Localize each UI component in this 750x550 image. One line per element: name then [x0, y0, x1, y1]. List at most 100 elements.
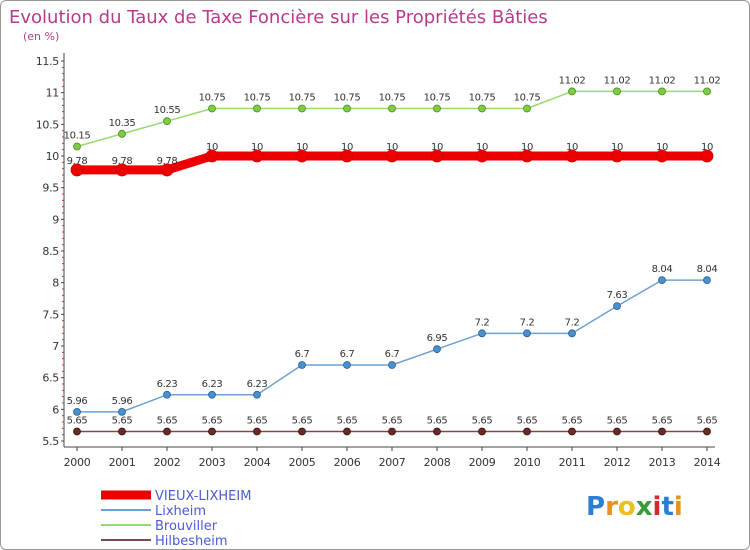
data-label-vieux-lixheim: 9.78	[67, 156, 88, 167]
data-label-hilbesheim: 5.65	[562, 416, 583, 427]
x-tick-label: 2006	[334, 456, 361, 469]
data-point-brouviller	[523, 104, 531, 113]
y-tick-label: 7.5	[42, 308, 59, 321]
data-point-lixheim	[478, 329, 486, 338]
series-layer	[70, 87, 714, 436]
data-label-hilbesheim: 5.65	[247, 416, 268, 427]
x-tick-label: 2000	[64, 456, 91, 469]
data-label-hilbesheim: 5.65	[427, 416, 448, 427]
data-point-brouviller	[433, 104, 441, 113]
data-point-vieux-lixheim	[115, 163, 129, 177]
data-label-lixheim: 6.23	[247, 379, 268, 390]
x-tick-label: 2011	[559, 456, 586, 469]
data-point-hilbesheim	[208, 427, 216, 436]
data-point-hilbesheim	[388, 427, 396, 436]
y-tick-label: 6.5	[42, 372, 59, 385]
logo-letter: i	[674, 492, 683, 522]
data-point-lixheim	[658, 276, 666, 285]
x-tick-label: 2007	[379, 456, 406, 469]
data-point-brouviller	[298, 104, 306, 113]
data-label-lixheim: 7.2	[520, 317, 535, 328]
legend-label-brouviller: Brouviller	[155, 519, 218, 534]
chart-subtitle: (en %)	[23, 30, 59, 43]
logo-letter: t	[661, 492, 673, 522]
data-label-hilbesheim: 5.65	[607, 416, 628, 427]
data-label-hilbesheim: 5.65	[292, 416, 313, 427]
x-tick-label: 2012	[604, 456, 631, 469]
data-label-hilbesheim: 5.65	[652, 416, 673, 427]
data-label-vieux-lixheim: 10	[386, 142, 398, 153]
data-label-lixheim: 6.23	[202, 379, 223, 390]
data-point-lixheim	[253, 390, 261, 399]
x-tick-label: 2005	[289, 456, 316, 469]
y-tick-label: 10	[46, 150, 60, 163]
data-point-hilbesheim	[658, 427, 666, 436]
data-label-brouviller: 10.15	[64, 131, 91, 142]
data-label-lixheim: 8.04	[652, 264, 673, 275]
data-point-vieux-lixheim	[520, 149, 534, 163]
x-tick-label: 2003	[199, 456, 226, 469]
y-tick-label: 11	[46, 87, 59, 100]
y-tick-label: 11.5	[36, 55, 60, 68]
data-point-vieux-lixheim	[70, 163, 84, 177]
data-point-vieux-lixheim	[205, 149, 219, 163]
axes: 5.5 6 6.5 7 7.5 8 8.5 9 9.5 10 10.5 11 11.5 2000 2001 2…	[36, 53, 721, 469]
chart-title: Evolution du Taux de Taxe Foncière sur l…	[9, 7, 548, 28]
data-point-lixheim	[523, 329, 531, 338]
legend-label-vieux-lixheim: VIEUX-LIXHEIM	[155, 489, 251, 504]
data-point-lixheim	[388, 361, 396, 369]
data-point-hilbesheim	[433, 427, 441, 436]
data-label-lixheim: 7.2	[475, 317, 490, 328]
data-point-hilbesheim	[253, 427, 261, 436]
data-point-vieux-lixheim	[655, 149, 669, 163]
data-label-brouviller: 11.02	[559, 75, 586, 86]
x-tick-label: 2014	[694, 456, 721, 469]
data-label-brouviller: 10.75	[469, 93, 496, 104]
data-label-vieux-lixheim: 10	[521, 142, 533, 153]
data-labels-layer: 5.65 5.65 5.65 5.65 5.65 5.65 5.65 5.65 5.65 5.65…	[64, 75, 721, 426]
data-label-hilbesheim: 5.65	[67, 416, 88, 427]
data-label-brouviller: 10.75	[289, 93, 316, 104]
data-point-hilbesheim	[478, 427, 486, 436]
data-label-vieux-lixheim: 10	[296, 142, 308, 153]
data-label-vieux-lixheim: 10	[206, 142, 218, 153]
data-point-brouviller	[703, 87, 711, 96]
data-point-brouviller	[568, 87, 576, 96]
data-point-brouviller	[208, 104, 216, 113]
data-label-lixheim: 7.63	[607, 290, 628, 301]
logo-letter: o	[618, 492, 636, 522]
data-point-vieux-lixheim	[385, 149, 399, 163]
legend-label-lixheim: Lixheim	[155, 504, 206, 519]
logo-text: Proxiti	[586, 492, 683, 522]
logo-letter: i	[653, 492, 662, 522]
x-tick-label: 2008	[424, 456, 451, 469]
legend-label-hilbesheim: Hilbesheim	[155, 534, 228, 549]
data-label-brouviller: 11.02	[694, 75, 721, 86]
data-label-lixheim: 6.7	[340, 349, 355, 360]
data-label-vieux-lixheim: 10	[656, 142, 668, 153]
data-point-lixheim	[208, 390, 216, 399]
data-label-vieux-lixheim: 10	[476, 142, 488, 153]
data-point-hilbesheim	[568, 427, 576, 436]
logo-letter: P	[586, 492, 605, 522]
data-point-lixheim	[613, 302, 621, 311]
data-point-hilbesheim	[118, 427, 126, 436]
data-point-brouviller	[163, 117, 171, 126]
x-tick-label: 2010	[514, 456, 541, 469]
data-label-brouviller: 11.02	[649, 75, 676, 86]
x-tick-label: 2001	[109, 456, 136, 469]
x-tick-label: 2002	[154, 456, 181, 469]
y-tick-label: 5.5	[42, 435, 59, 448]
data-label-hilbesheim: 5.65	[157, 416, 178, 427]
data-point-vieux-lixheim	[565, 149, 579, 163]
data-point-brouviller	[73, 142, 81, 151]
x-tick-label: 2013	[649, 456, 676, 469]
y-tick-label: 8.5	[42, 245, 59, 258]
data-point-brouviller	[253, 104, 261, 113]
data-point-vieux-lixheim	[160, 163, 174, 177]
data-point-lixheim	[703, 276, 711, 285]
data-label-hilbesheim: 5.65	[382, 416, 403, 427]
data-label-brouviller: 10.75	[424, 93, 451, 104]
